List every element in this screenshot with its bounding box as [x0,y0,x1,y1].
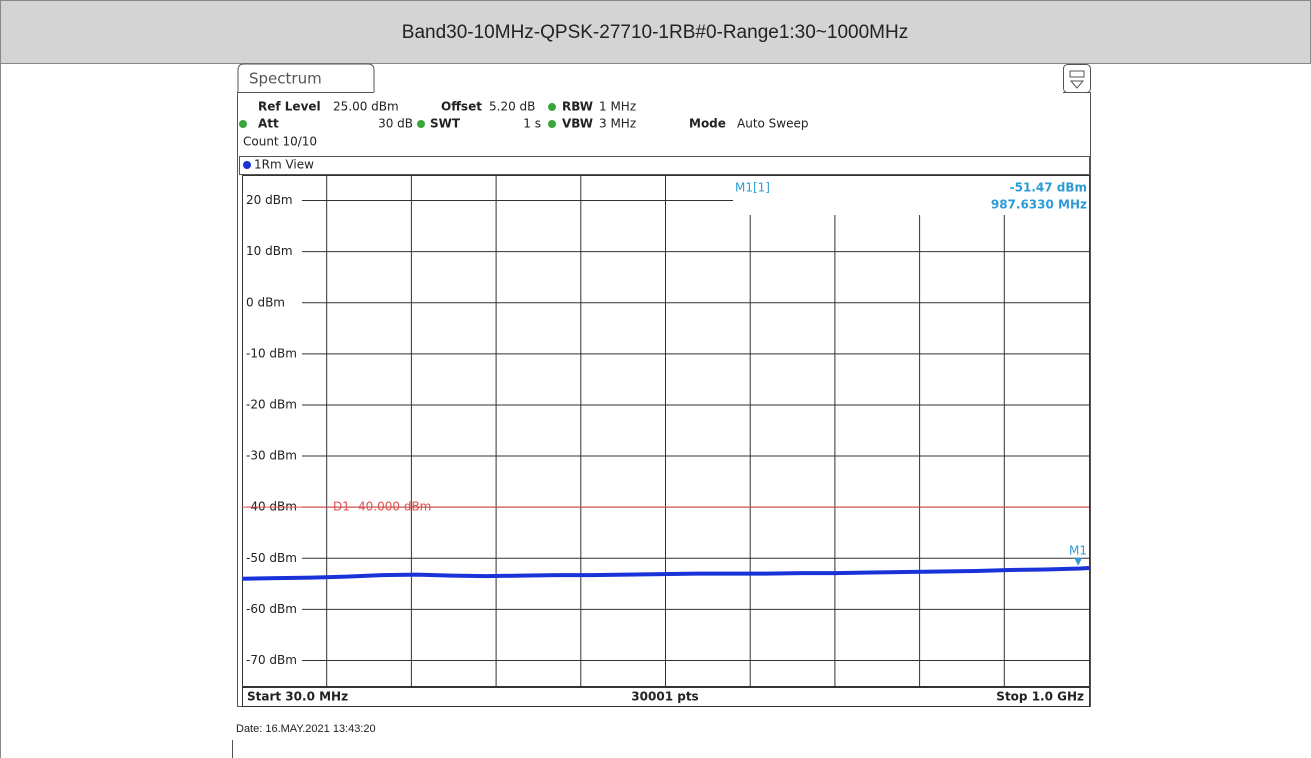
setting-label: SWT [430,117,461,131]
header-title: Band30-10MHz-QPSK-27710-1RB#0-Range1:30~… [402,22,908,43]
marker-readout-x: 987.6330 MHz [991,198,1087,212]
start-label: Start 30.0 MHz [247,690,348,704]
y-tick-label: 0 dBm [246,295,285,309]
view-label: 1Rm View [254,158,314,172]
y-tick-label: -20 dBm [246,397,297,411]
setting-label: Offset [441,100,482,114]
setting-value: 1 MHz [599,100,636,114]
tab [237,63,375,92]
y-tick-label: -10 dBm [246,346,297,360]
menu-icon [1069,70,1085,78]
y-tick-label: 10 dBm [246,244,293,258]
y-tick-label: -60 dBm [246,602,297,616]
marker-name: M1 [1069,543,1087,557]
setting-value: 25.00 dBm [333,100,399,114]
setting-label: Att [258,117,279,131]
status-dot [239,120,247,128]
setting-label: Mode [689,117,726,131]
date: Date: 16.MAY.2021 13:43:20 [236,723,376,735]
setting-value: 5.20 dB [489,100,535,114]
setting-label: RBW [562,100,593,114]
status-dot [417,120,425,128]
setting-label: VBW [562,117,593,131]
view-bar [239,156,1090,175]
header-bar [0,0,1311,64]
setting-value: 1 s [523,117,541,131]
display-line-label: D1 -40.000 dBm [333,500,431,514]
marker [1074,557,1083,566]
tab-label: Spectrum [249,70,322,88]
status-dot [548,120,556,128]
setting-label: Ref Level [258,100,321,114]
status-bar [242,687,1090,707]
status-dot [548,103,556,111]
y-tick-label: -50 dBm [246,551,297,565]
setting-value: 3 MHz [599,117,636,131]
y-tick-label: -30 dBm [246,449,297,463]
y-tick-label: 20 dBm [246,193,293,207]
setting-value: 30 dB [378,117,413,131]
y-tick-label: -70 dBm [246,653,297,667]
stop-label: Stop 1.0 GHz [996,690,1084,704]
marker-readout-value: -51.47 dBm [1010,181,1087,195]
view-dot [243,161,251,169]
setting-value: Auto Sweep [737,117,809,131]
trace [241,565,1090,581]
menu-icon [1069,80,1085,89]
marker-readout-label: M1[1] [735,181,770,195]
points-label: 30001 pts [631,690,698,704]
count-label: Count 10/10 [243,135,317,149]
